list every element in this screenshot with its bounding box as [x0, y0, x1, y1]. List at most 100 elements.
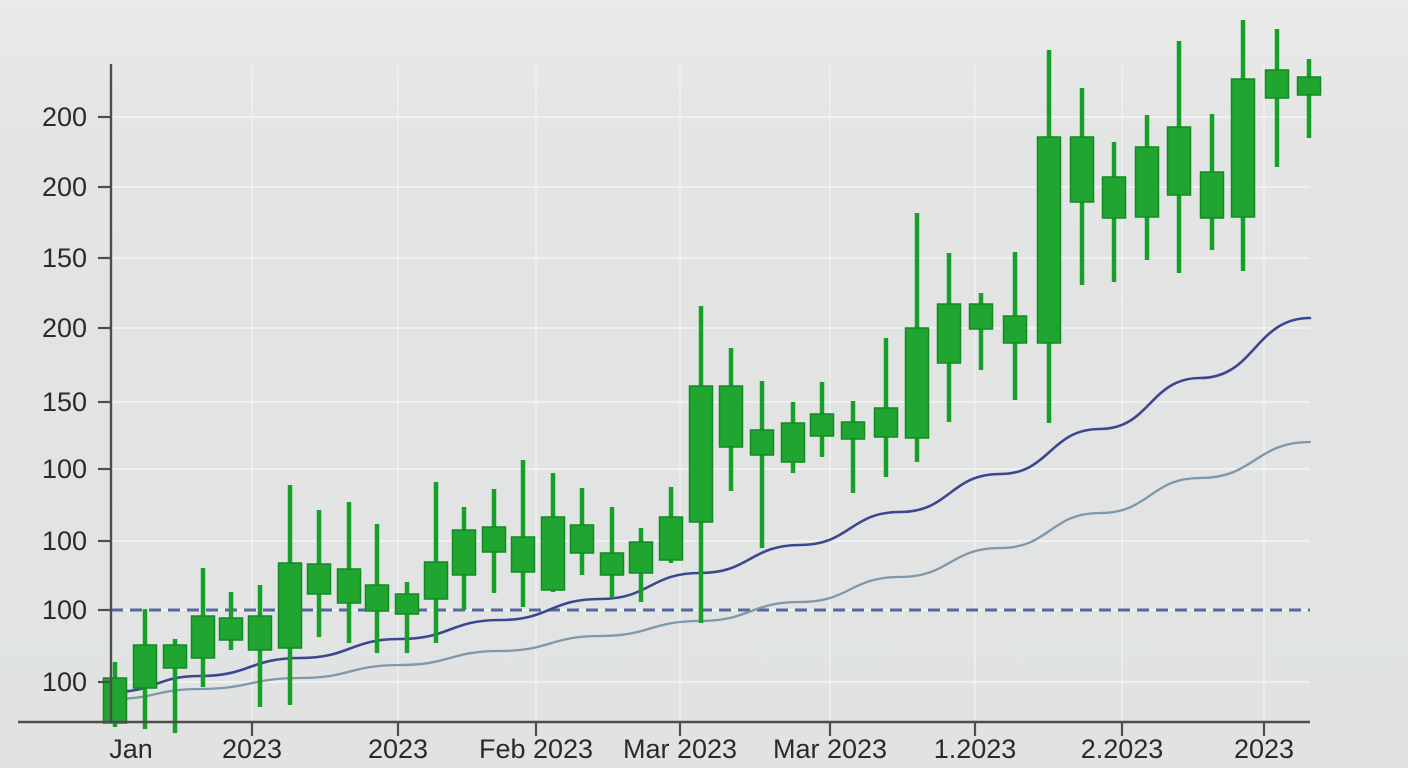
- candle: [394, 582, 420, 653]
- candle-body: [540, 516, 566, 591]
- candle-body: [840, 421, 866, 440]
- candle-body: [1002, 315, 1028, 344]
- candle: [718, 348, 744, 491]
- candle-body: [423, 561, 449, 600]
- candle: [1199, 114, 1225, 250]
- x-axis-tick-label: 2.2023: [1081, 734, 1164, 764]
- candle-body: [1264, 69, 1290, 99]
- candle: [364, 524, 390, 653]
- candle: [306, 510, 332, 637]
- candle-body: [218, 617, 244, 641]
- candle: [1296, 59, 1322, 138]
- x-axis-tick-label: 2023: [222, 734, 282, 764]
- candle: [218, 592, 244, 650]
- candle-body: [394, 593, 420, 615]
- navy-curve: [110, 316, 1312, 694]
- candle-body: [190, 615, 216, 659]
- candle-body: [718, 385, 744, 448]
- y-axis-tick-label: 100: [42, 526, 87, 556]
- candle: [1166, 41, 1192, 273]
- candle: [277, 485, 303, 705]
- candle: [599, 507, 625, 598]
- candle-body: [162, 644, 188, 669]
- x-axis-tick-label: 1.2023: [934, 734, 1017, 764]
- candle-body: [599, 552, 625, 576]
- candle-body: [336, 568, 362, 604]
- candle: [749, 381, 775, 548]
- axes-group: [18, 64, 1310, 736]
- y-axis-tick-label: 150: [42, 387, 87, 417]
- candle-body: [1069, 136, 1095, 203]
- candle-body: [102, 677, 128, 724]
- candle: [190, 568, 216, 687]
- candle: [569, 488, 595, 575]
- x-axis-labels-group: Jan 2023 2023 Feb 2023 Mar 2023 Mar 2023 1.202…: [109, 734, 1294, 764]
- candle: [840, 401, 866, 493]
- x-axis-tick-label: 2023: [1234, 734, 1294, 764]
- candle-body: [968, 303, 994, 330]
- candle: [873, 338, 899, 477]
- candle: [451, 507, 477, 610]
- candles-group: [102, 20, 1322, 733]
- y-axis-tick-label: 100: [42, 454, 87, 484]
- y-axis-tick-label: 100: [42, 667, 87, 697]
- candle: [132, 609, 158, 729]
- trend-lines-group: [110, 316, 1312, 701]
- candle-body: [451, 529, 477, 576]
- candle: [162, 639, 188, 733]
- candle: [1264, 29, 1290, 167]
- candle-body: [247, 615, 273, 651]
- x-axis-tick-label: Jan: [109, 734, 153, 764]
- x-axis-tick-label: 2023: [368, 734, 428, 764]
- candle: [102, 662, 128, 727]
- y-axis-tick-label: 200: [42, 172, 87, 202]
- candle: [1230, 20, 1256, 271]
- y-axis-tick-label: 150: [42, 243, 87, 273]
- candle: [1101, 142, 1127, 282]
- candle-body: [809, 413, 835, 437]
- candle-body: [749, 429, 775, 456]
- candle: [336, 502, 362, 643]
- candle: [510, 460, 536, 607]
- candle-body: [1296, 76, 1322, 96]
- candle: [481, 489, 507, 593]
- candle-body: [364, 584, 390, 612]
- candle-body: [780, 422, 806, 463]
- candle-body: [481, 526, 507, 553]
- candle-body: [1199, 171, 1225, 219]
- candle-body: [1134, 146, 1160, 218]
- y-axis-tick-label: 200: [42, 313, 87, 343]
- candle: [1002, 252, 1028, 400]
- candle-body: [873, 407, 899, 438]
- candle: [688, 306, 714, 623]
- candle-body: [132, 644, 158, 689]
- candle-body: [306, 563, 332, 595]
- candle-body: [1101, 176, 1127, 219]
- candle: [628, 528, 654, 602]
- candle-body: [277, 562, 303, 649]
- candle-body: [1036, 136, 1062, 344]
- y-axis-tick-label: 100: [42, 595, 87, 625]
- candle: [540, 473, 566, 592]
- x-axis-tick-label: Mar 2023: [623, 734, 737, 764]
- candle: [780, 402, 806, 473]
- candle-body: [904, 327, 930, 439]
- candle-body: [688, 385, 714, 523]
- candle-body: [510, 536, 536, 573]
- candle: [1134, 115, 1160, 260]
- candle-body: [1166, 126, 1192, 196]
- candle: [809, 382, 835, 457]
- candle: [968, 293, 994, 370]
- candle: [1036, 50, 1062, 423]
- candle: [904, 213, 930, 462]
- candle-body: [569, 524, 595, 554]
- candle-body: [628, 541, 654, 574]
- candle-body: [658, 516, 684, 561]
- y-axis-tick-label: 200: [42, 102, 87, 132]
- x-axis-tick-label: Feb 2023: [479, 734, 593, 764]
- candle-body: [1230, 78, 1256, 218]
- candle: [247, 585, 273, 707]
- y-axis-labels-group: 200 200 150 200 150 100 100 100 100: [42, 102, 87, 697]
